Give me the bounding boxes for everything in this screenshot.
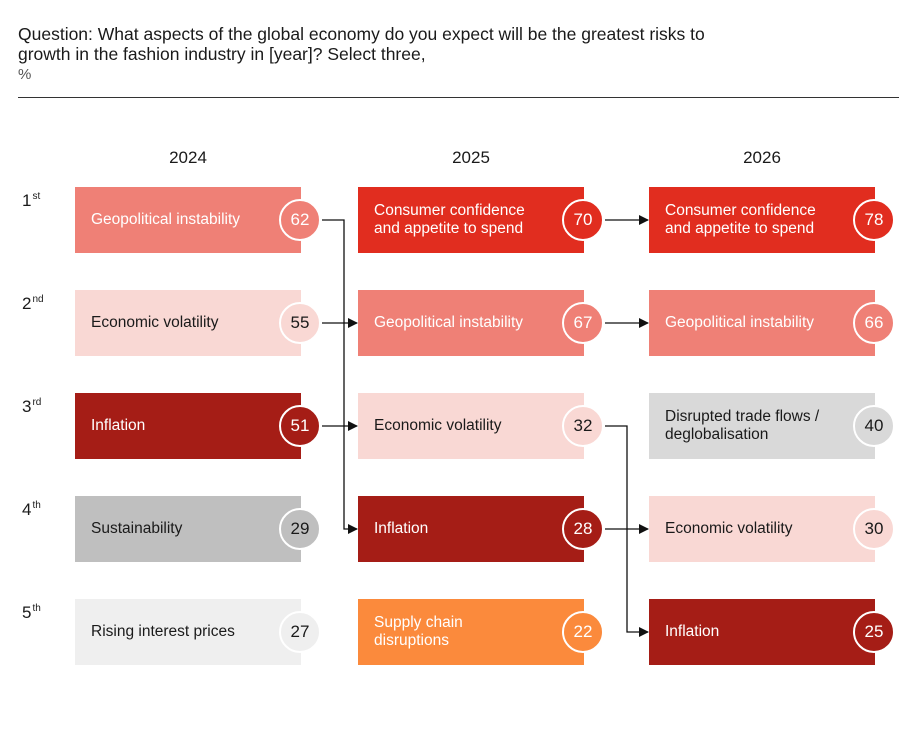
year-header-2025: 2025 — [452, 148, 490, 167]
risk-box-2026-inflation: Inflation — [649, 599, 875, 665]
connector-arrow-inflation-2025 — [605, 528, 649, 637]
year-header-2024: 2024 — [169, 148, 207, 167]
rank-label-4: 4th — [22, 500, 41, 519]
connector-arrow-economic-volatility-2025 — [605, 425, 649, 534]
rank-label-3: 3rd — [22, 397, 42, 416]
risk-label: Geopolitical instability — [665, 314, 815, 331]
risk-label: Geopolitical instability — [374, 314, 524, 331]
value-bubble-2026-economic-volatility: 30 — [853, 508, 895, 550]
header-rule — [18, 97, 899, 98]
value-bubble-2025-geopolitical-instability: 67 — [562, 302, 604, 344]
risk-label: Inflation — [665, 623, 720, 640]
value-bubble-2024-rising-interest-prices: 27 — [279, 611, 321, 653]
risk-box-2024-inflation: Inflation — [75, 393, 301, 459]
connector-arrow-geopolitical-instability-2024 — [322, 219, 358, 328]
risk-label: Inflation — [91, 417, 146, 434]
rank-label-2: 2nd — [22, 294, 44, 313]
value-bubble-2026-disrupted-trade-flows-deglobalisation: 40 — [853, 405, 895, 447]
risk-box-2025-inflation: Inflation — [358, 496, 584, 562]
risk-box-2025-geopolitical-instability: Geopolitical instability — [358, 290, 584, 356]
connector-arrow-inflation-2024 — [322, 425, 358, 534]
risk-box-2024-economic-volatility: Economic volatility — [75, 290, 301, 356]
risk-box-2024-rising-interest-prices: Rising interest prices — [75, 599, 301, 665]
risk-box-2026-consumer-confidence-and-appetite-to-spend: Consumer confidence and appetite to spen… — [649, 187, 875, 253]
risk-box-2026-economic-volatility: Economic volatility — [649, 496, 875, 562]
year-header-2026: 2026 — [743, 148, 781, 167]
risk-label: Geopolitical instability — [91, 211, 241, 228]
risk-label: Consumer confidence and appetite to spen… — [665, 202, 816, 237]
risk-label: Economic volatility — [374, 417, 502, 434]
risk-label: Economic volatility — [665, 520, 793, 537]
risk-label: Inflation — [374, 520, 429, 537]
risk-label: Consumer confidence and appetite to spen… — [374, 202, 525, 237]
value-bubble-2025-inflation: 28 — [562, 508, 604, 550]
rank-label-1: 1st — [22, 191, 41, 210]
risk-box-2025-supply-chain-disruptions: Supply chain disruptions — [358, 599, 584, 665]
risk-label: Rising interest prices — [91, 623, 235, 640]
value-bubble-2024-sustainability: 29 — [279, 508, 321, 550]
risk-box-2026-geopolitical-instability: Geopolitical instability — [649, 290, 875, 356]
risk-box-2025-consumer-confidence-and-appetite-to-spend: Consumer confidence and appetite to spen… — [358, 187, 584, 253]
risk-label: Sustainability — [91, 520, 183, 537]
question-text: Question: What aspects of the global eco… — [18, 24, 705, 64]
value-bubble-2024-geopolitical-instability: 62 — [279, 199, 321, 241]
value-bubble-2025-consumer-confidence-and-appetite-to-spend: 70 — [562, 199, 604, 241]
connector-arrow-economic-volatility-2024 — [322, 322, 358, 431]
risk-box-2026-disrupted-trade-flows-deglobalisation: Disrupted trade flows / deglobalisation — [649, 393, 875, 459]
risk-box-2025-economic-volatility: Economic volatility — [358, 393, 584, 459]
unit-label: % — [18, 66, 32, 83]
value-bubble-2026-consumer-confidence-and-appetite-to-spend: 78 — [853, 199, 895, 241]
rank-label-5: 5th — [22, 603, 41, 622]
value-bubble-2026-inflation: 25 — [853, 611, 895, 653]
value-bubble-2026-geopolitical-instability: 66 — [853, 302, 895, 344]
risk-box-2024-sustainability: Sustainability — [75, 496, 301, 562]
risk-label: Economic volatility — [91, 314, 219, 331]
value-bubble-2025-economic-volatility: 32 — [562, 405, 604, 447]
value-bubble-2025-supply-chain-disruptions: 22 — [562, 611, 604, 653]
value-bubble-2024-economic-volatility: 55 — [279, 302, 321, 344]
risk-label: Disrupted trade flows / deglobalisation — [665, 408, 820, 443]
risk-label: Supply chain disruptions — [374, 614, 463, 649]
risk-box-2024-geopolitical-instability: Geopolitical instability — [75, 187, 301, 253]
value-bubble-2024-inflation: 51 — [279, 405, 321, 447]
